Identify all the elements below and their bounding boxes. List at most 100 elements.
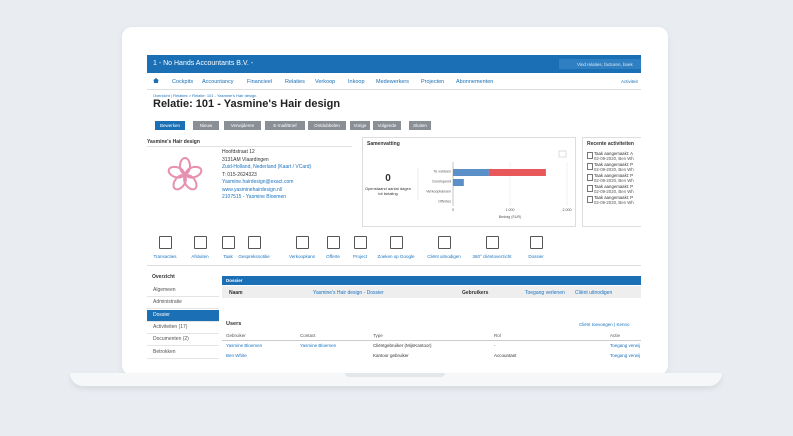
toolbar-icon[interactable] xyxy=(486,236,499,249)
users-cell: - xyxy=(494,343,496,348)
dossier-label: Naam xyxy=(229,290,243,296)
activity-title[interactable]: Taak aangemaakt: P xyxy=(594,162,634,167)
dossier-bar xyxy=(222,276,641,285)
search-placeholder[interactable]: Vind relaties, facturen, boek xyxy=(577,61,633,67)
nav-right[interactable]: Activiteit xyxy=(621,79,638,84)
nav-item[interactable]: Accountancy xyxy=(202,78,234,85)
activity-title[interactable]: Taak aangemaakt: P xyxy=(594,195,634,200)
users-cell: Accountant xyxy=(494,353,517,358)
activity-meta: 02-09-2020, Ben Wh xyxy=(594,167,634,172)
toolbar-icon[interactable] xyxy=(159,236,172,249)
nav-item[interactable]: Medewerkers xyxy=(376,78,410,85)
y-tick-label: Te voldoen xyxy=(434,170,451,174)
button[interactable]: Vorige xyxy=(350,121,370,130)
activities-box: Recente activiteiten Taak aangemaakt: A 02… xyxy=(582,137,641,227)
dossier-action[interactable]: Toegang verlenen xyxy=(525,290,565,296)
toolbar-icon[interactable] xyxy=(222,236,235,249)
toolbar-icon[interactable] xyxy=(390,236,403,249)
nav-item[interactable]: Inkoop xyxy=(348,78,365,85)
dossier-action[interactable]: Cliënt uitnodigen xyxy=(575,290,613,296)
users-header: Rol xyxy=(494,333,501,338)
nav-item[interactable]: Relaties xyxy=(285,78,305,85)
dossier-name[interactable]: Yasmine's Hair design - Dossier xyxy=(313,290,384,296)
petal xyxy=(167,165,186,179)
users-header: Type xyxy=(373,333,383,338)
export-icon xyxy=(558,150,567,158)
toolbar-label[interactable]: Taak xyxy=(223,254,233,259)
bar-segment xyxy=(453,179,464,186)
users-header: Contact xyxy=(300,333,316,338)
nav-item[interactable]: Verkoop xyxy=(315,78,336,85)
dossier-row xyxy=(222,286,641,298)
button[interactable]: Bewerken xyxy=(155,121,185,130)
toolbar-icon[interactable] xyxy=(194,236,207,249)
toolbar-icon[interactable] xyxy=(438,236,451,249)
users-cell[interactable]: Ben White xyxy=(226,353,247,358)
users-actions[interactable]: Cliënt toevoegen | Kenno xyxy=(579,322,630,327)
users-header: Actie xyxy=(610,333,621,338)
users-cell[interactable]: Yasmine Bloemen xyxy=(226,343,263,348)
sidebar-item[interactable]: Dossier xyxy=(147,309,219,322)
button[interactable]: Volgende xyxy=(373,121,401,130)
section-divider xyxy=(147,265,641,266)
toolbar-label[interactable]: Transacties xyxy=(153,254,177,259)
users-title: Users xyxy=(226,321,242,327)
sidebar-item[interactable]: Algemeen xyxy=(147,285,219,297)
x-tick-label: 0 xyxy=(452,208,454,212)
nav-item[interactable]: Abonnementen xyxy=(456,78,494,85)
toolbar-icon[interactable] xyxy=(248,236,261,249)
top-bar xyxy=(147,55,641,73)
toolbar-label[interactable]: Verkoopkans xyxy=(288,254,316,259)
activity-title[interactable]: Taak aangemaakt: A xyxy=(594,151,633,156)
button[interactable]: Sluiten xyxy=(409,121,431,130)
toolbar-icon[interactable] xyxy=(296,236,309,249)
laptop-base xyxy=(70,373,722,386)
activity-meta: 02-09-2020, Ben Wh xyxy=(594,156,634,161)
x-tick-label: 2.000 xyxy=(563,208,572,212)
toolbar-icon[interactable] xyxy=(327,236,340,249)
breadcrumb[interactable]: Overzicht | Relaties > Relatie: 101 - Ya… xyxy=(153,93,257,98)
users-cell: Cliëntgebruiker (MijnKantoor) xyxy=(373,343,432,348)
toolbar-icon[interactable] xyxy=(530,236,543,249)
summary-box: Samenvatting 0 Openstaand aantal dagen tot… xyxy=(362,137,576,227)
activity-title[interactable]: Taak aangemaakt: P xyxy=(594,184,634,189)
sidebar-item[interactable]: Betrokken xyxy=(147,347,219,359)
home-icon[interactable] xyxy=(153,78,159,83)
nav-item[interactable]: Financieel xyxy=(247,78,273,85)
page-title: Relatie: 101 - Yasmine's Hair design xyxy=(153,98,341,110)
sidebar-item[interactable]: Administratie xyxy=(147,297,219,310)
company-name[interactable]: 1 - No Hands Accountants B.V. - xyxy=(153,60,254,67)
activity-icon xyxy=(587,196,593,203)
toolbar-label[interactable]: 360° cliëntoverzicht xyxy=(472,254,512,259)
toolbar-label[interactable]: Project xyxy=(352,254,367,259)
nav-item[interactable]: Projecten xyxy=(421,78,445,85)
toolbar-label[interactable]: Offerte xyxy=(326,254,340,259)
x-tick-label: 1.000 xyxy=(506,208,515,212)
contact-line: T: 015-2624323 xyxy=(222,171,257,178)
button[interactable]: Verwijderen xyxy=(224,121,261,130)
toolbar-icon[interactable] xyxy=(354,236,367,249)
activity-icon xyxy=(587,185,593,192)
toolbar-label[interactable]: Dossier xyxy=(528,254,544,259)
button[interactable]: Nieuw xyxy=(193,121,219,130)
button[interactable]: E-mail/Brief xyxy=(265,121,305,130)
contact-line[interactable]: Yasmine.hairdesign@exact.com xyxy=(222,179,294,185)
activity-meta: 02-09-2020, Ben Wh xyxy=(594,189,634,194)
contact-line[interactable]: www.yasminehairdesign.nl/ xyxy=(222,186,283,193)
button[interactable]: Ontdubbelen xyxy=(308,121,346,130)
toolbar-label[interactable]: Afsluiten xyxy=(191,254,209,259)
nav-item[interactable]: Cockpits xyxy=(172,78,194,85)
users-cell[interactable]: Toegang verwij xyxy=(610,343,641,348)
screen: 1 - No Hands Accountants B.V. - Vind rela… xyxy=(147,55,641,368)
toolbar-label[interactable]: Zoeken op Google xyxy=(377,254,415,259)
users-cell[interactable]: Toegang verwij xyxy=(610,353,641,358)
contact-line[interactable]: 2107515 - Yasmine Bloemen xyxy=(222,194,287,200)
dossier-label: Gebruikers xyxy=(462,290,489,296)
toolbar-label[interactable]: Cliënt uitnodigen xyxy=(427,254,461,259)
users-cell[interactable]: Yasmine Bloemen xyxy=(300,343,337,348)
sidebar-item[interactable]: Activiteiten (17) xyxy=(147,322,219,334)
toolbar-label[interactable]: Gespreksnotitie xyxy=(238,254,270,259)
activity-title[interactable]: Taak aangemaakt: P xyxy=(594,173,634,178)
summary-title: Samenvatting xyxy=(367,141,400,147)
sidebar-item[interactable]: Documenten (2) xyxy=(147,334,219,347)
